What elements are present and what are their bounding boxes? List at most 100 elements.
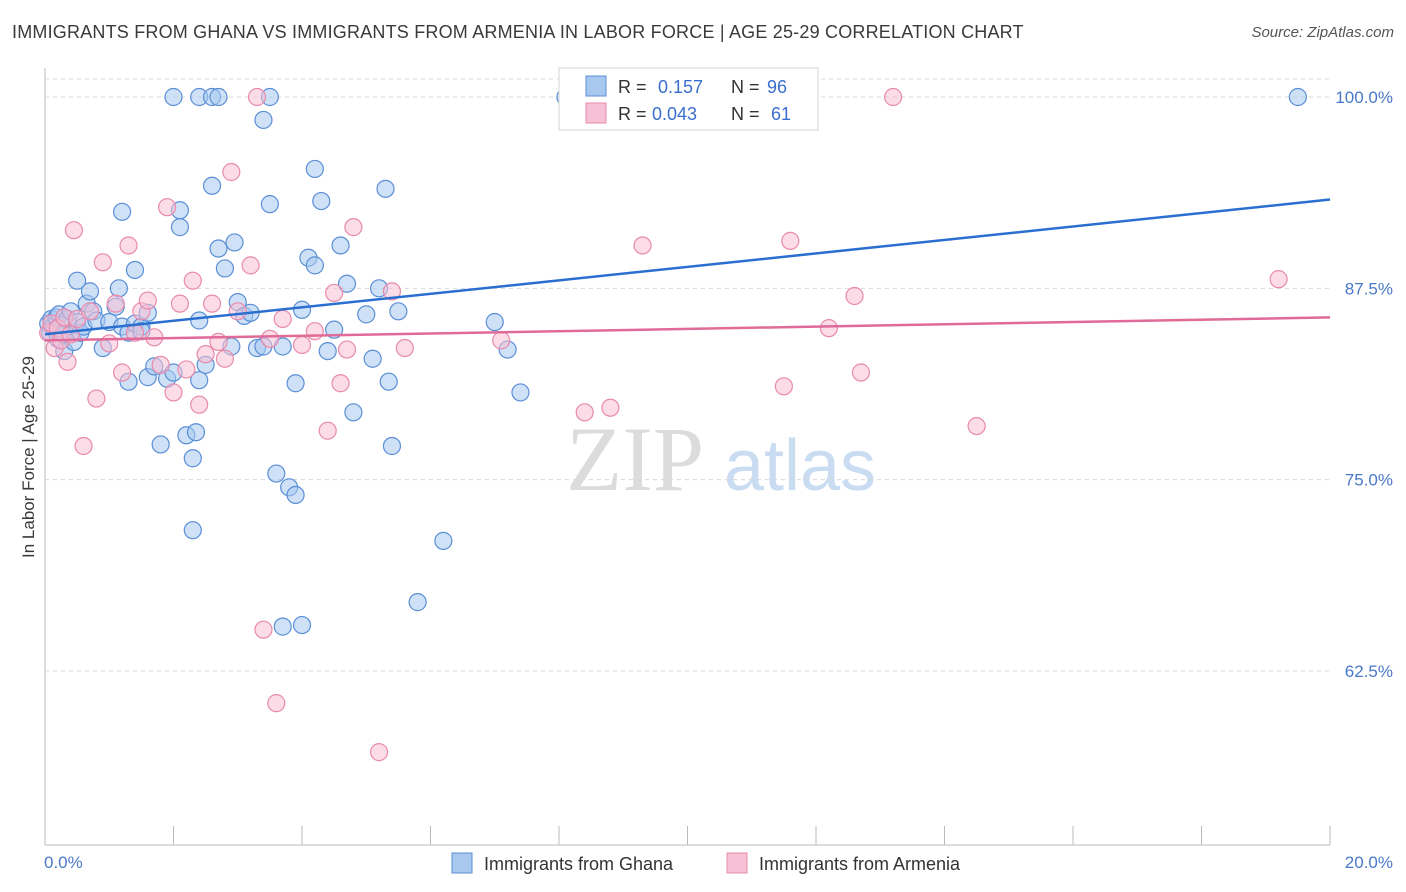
x-tick-label-max: 20.0% — [1345, 853, 1393, 872]
ghana-point — [434, 531, 453, 550]
ghana-point — [260, 195, 279, 214]
x-ticks — [44, 826, 1331, 845]
ghana-point — [286, 485, 305, 505]
ghana-point — [186, 423, 206, 442]
ghana-point — [170, 218, 190, 237]
legend-ghana-r-value: 0.157 — [658, 77, 703, 97]
armenia-point — [93, 253, 112, 272]
legend-armenia-n-label: N = — [731, 104, 760, 124]
ghana-point — [273, 617, 292, 636]
armenia-point — [241, 256, 260, 275]
armenia-point — [845, 286, 864, 306]
trendlines — [44, 198, 1331, 342]
y-tick-labels: 62.5% 75.0% 87.5% 100.0% — [1335, 88, 1393, 681]
legend-ghana-n-label: N = — [731, 77, 760, 97]
armenia-point — [87, 389, 106, 408]
ghana-point — [389, 302, 408, 321]
ghana-point — [209, 87, 228, 107]
legend-ghana-r-label: R = — [618, 77, 647, 97]
armenia-point — [325, 283, 344, 303]
legend-swatch-armenia — [585, 102, 607, 124]
armenia-point — [344, 218, 363, 237]
ghana-point — [183, 449, 202, 468]
armenia-point — [151, 355, 170, 374]
ghana-point — [331, 236, 350, 255]
ghana-point — [305, 159, 324, 179]
armenia-point — [601, 398, 620, 417]
armenia-point — [138, 291, 157, 310]
bottom-legend-label-ghana: Immigrants from Ghana — [484, 854, 674, 874]
ghana-trendline — [44, 198, 1331, 336]
legend-swatch-ghana — [585, 75, 607, 97]
armenia-point — [106, 294, 125, 313]
armenia-point — [170, 294, 190, 313]
armenia-point — [177, 360, 196, 379]
ghana-point — [408, 593, 427, 612]
armenia-point — [1269, 270, 1288, 289]
armenia-point — [202, 294, 222, 313]
armenia-point — [633, 236, 652, 255]
armenia-point — [331, 374, 350, 393]
ghana-point — [225, 233, 244, 252]
ghana-point — [1288, 87, 1307, 107]
armenia-point — [337, 340, 357, 359]
bottom-legend-label-armenia: Immigrants from Armenia — [759, 854, 961, 874]
ghana-point — [267, 464, 286, 483]
ghana-point — [190, 371, 209, 390]
ghana-point — [357, 305, 376, 324]
ghana-point — [318, 341, 337, 361]
armenia-point — [260, 329, 279, 348]
armenia-point — [74, 436, 93, 456]
armenia-point — [64, 221, 84, 240]
watermark-zip: ZIP — [566, 408, 704, 510]
ghana-point — [344, 403, 363, 422]
source-note: Source: ZipAtlas.com — [1251, 24, 1394, 41]
ghana-point — [485, 312, 504, 332]
ghana-point — [337, 274, 357, 293]
ghana-point — [305, 256, 324, 275]
ghana-point — [164, 87, 183, 107]
y-tick-label: 62.5% — [1345, 662, 1393, 681]
armenia-point — [58, 352, 77, 371]
armenia-point — [119, 236, 138, 255]
armenia-point — [228, 302, 247, 321]
armenia-point — [190, 395, 209, 414]
ghana-point — [382, 436, 402, 456]
ghana-point — [379, 372, 398, 391]
armenia-point — [215, 349, 234, 368]
watermark: ZIP atlas — [566, 408, 876, 510]
ghana-point — [286, 374, 305, 393]
armenia-point — [851, 363, 871, 382]
armenia-point — [100, 334, 119, 353]
ghana-point — [112, 202, 132, 221]
y-tick-label: 75.0% — [1345, 471, 1393, 490]
bottom-legend: Immigrants from Ghana Immigrants from Ar… — [451, 852, 961, 874]
armenia-point — [370, 743, 389, 762]
armenia-point — [222, 162, 241, 182]
legend-ghana-n-value: 96 — [767, 77, 787, 97]
armenia-point — [575, 403, 594, 422]
x-tick-label-min: 0.0% — [44, 853, 83, 872]
y-tick-label: 100.0% — [1335, 88, 1393, 107]
ghana-point — [363, 349, 382, 368]
armenia-point — [492, 331, 511, 350]
armenia-point — [267, 694, 286, 713]
ghana-point — [292, 300, 312, 319]
armenia-point — [196, 345, 215, 364]
armenia-point — [157, 198, 177, 217]
armenia-point — [254, 620, 273, 639]
ghana-point — [312, 191, 331, 211]
bottom-legend-swatch-ghana — [451, 852, 473, 874]
y-axis-title: In Labor Force | Age 25-29 — [19, 356, 38, 558]
armenia-point — [774, 377, 793, 396]
ghana-point — [292, 615, 312, 635]
ghana-point — [209, 239, 228, 258]
ghana-point — [215, 259, 234, 278]
armenia-point — [273, 309, 292, 329]
series-armenia-points — [39, 87, 1288, 762]
ghana-point — [80, 282, 100, 301]
armenia-point — [382, 282, 402, 301]
legend-armenia-r-value: 0.043 — [652, 104, 697, 124]
ghana-point — [151, 435, 170, 454]
